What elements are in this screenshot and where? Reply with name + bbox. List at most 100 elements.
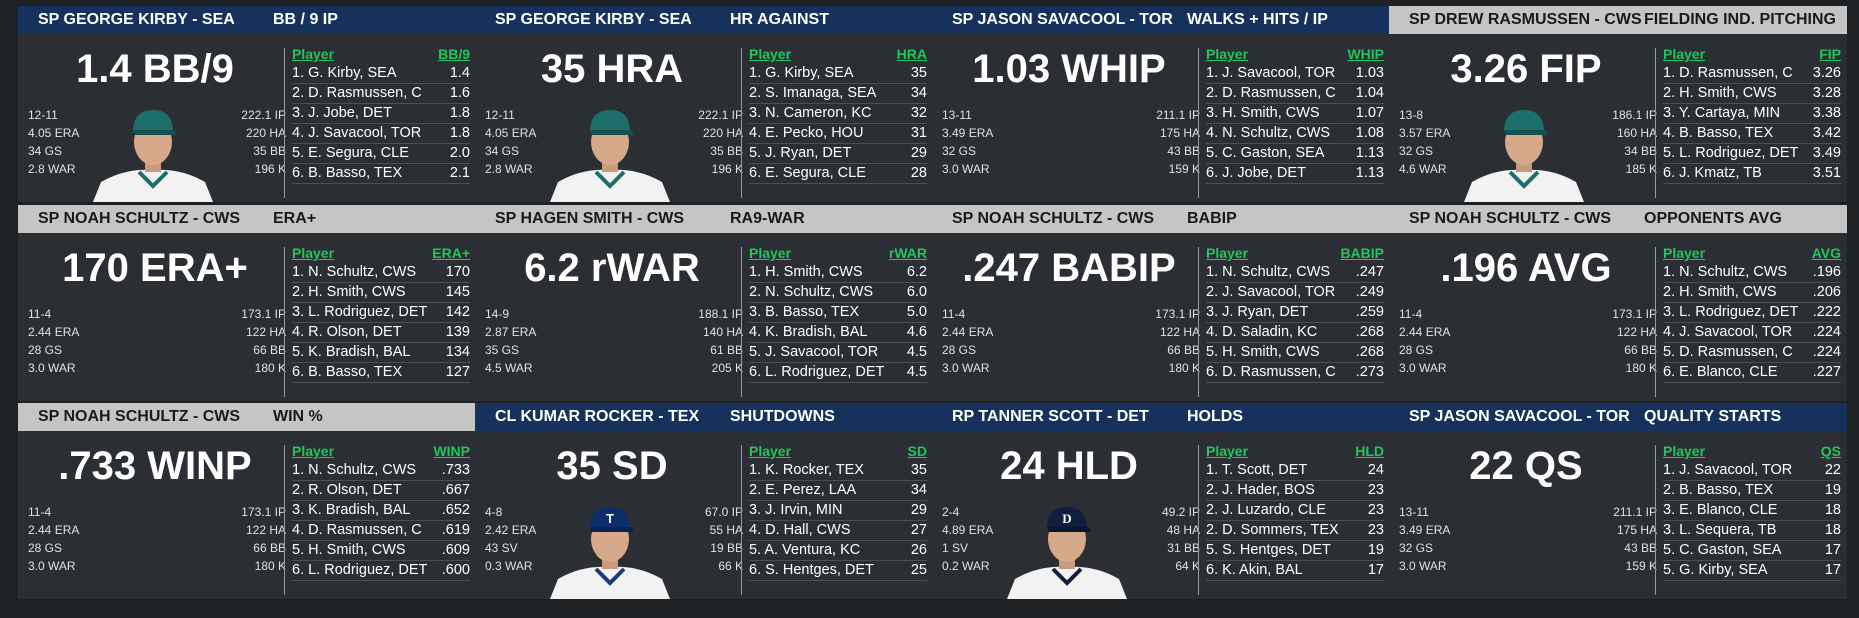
leaderboard-row[interactable]: 4. N. Schultz, CWS 1.08 [1206, 124, 1384, 144]
value-column-header[interactable]: SD [907, 443, 927, 459]
leader-card-bb-9-ip[interactable]: SP GEORGE KIRBY - SEA BB / 9 IP 1.4 BB/9 12… [18, 6, 476, 202]
leader-card-ra9-war[interactable]: SP HAGEN SMITH - CWS RA9-WAR 6.2 rWAR 14-9 1… [475, 205, 933, 401]
leaderboard-row[interactable]: 2. S. Imanaga, SEA 34 [749, 84, 927, 104]
player-column-header[interactable]: Player [749, 46, 792, 62]
leaderboard-row[interactable]: 3. L. Rodriguez, DET 142 [292, 303, 470, 323]
player-name[interactable]: SP DREW RASMUSSEN - CWS [1409, 11, 1642, 28]
leaderboard-row[interactable]: 5. J. Savacool, TOR 4.5 [749, 343, 927, 363]
leaderboard-row[interactable]: 1. G. Kirby, SEA 35 [749, 64, 927, 84]
leaderboard-row[interactable]: 2. J. Savacool, TOR .249 [1206, 283, 1384, 303]
player-column-header[interactable]: Player [749, 443, 792, 459]
leaderboard-row[interactable]: 4. D. Rasmussen, C .619 [292, 521, 470, 541]
player-name[interactable]: SP JASON SAVACOOL - TOR [1409, 408, 1630, 425]
leaderboard-row[interactable]: 5. C. Gaston, SEA 1.13 [1206, 144, 1384, 164]
player-column-header[interactable]: Player [1663, 46, 1706, 62]
leaderboard-row[interactable]: 2. D. Sommers, TEX 23 [1206, 521, 1384, 541]
leaderboard-row[interactable]: 5. L. Rodriguez, DET 3.49 [1663, 144, 1841, 164]
value-column-header[interactable]: ERA+ [432, 245, 470, 261]
leader-card-holds[interactable]: RP TANNER SCOTT - DET HOLDS 24 HLD 2-4 49.2 … [932, 403, 1390, 599]
leaderboard-row[interactable]: 2. J. Luzardo, CLE 23 [1206, 501, 1384, 521]
leaderboard-row[interactable]: 5. A. Ventura, KC 26 [749, 541, 927, 561]
leader-card-babip[interactable]: SP NOAH SCHULTZ - CWS BABIP .247 BABIP 11-4… [932, 205, 1390, 401]
leaderboard-row[interactable]: 2. H. Smith, CWS 3.28 [1663, 84, 1841, 104]
leader-card-opponents-avg[interactable]: SP NOAH SCHULTZ - CWS OPPONENTS AVG .196 A… [1389, 205, 1847, 401]
leaderboard-row[interactable]: 6. E. Blanco, CLE .227 [1663, 363, 1841, 383]
value-column-header[interactable]: WHIP [1347, 46, 1384, 62]
leaderboard-row[interactable]: 2. H. Smith, CWS 145 [292, 283, 470, 303]
leaderboard-row[interactable]: 1. N. Schultz, CWS 170 [292, 263, 470, 283]
leaderboard-row[interactable]: 2. J. Hader, BOS 23 [1206, 481, 1384, 501]
leaderboard-row[interactable]: 3. J. Jobe, DET 1.8 [292, 104, 470, 124]
leaderboard-row[interactable]: 5. K. Bradish, BAL 134 [292, 343, 470, 363]
player-column-header[interactable]: Player [292, 46, 335, 62]
value-column-header[interactable]: WINP [433, 443, 470, 459]
leaderboard-row[interactable]: 2. N. Schultz, CWS 6.0 [749, 283, 927, 303]
leaderboard-row[interactable]: 5. G. Kirby, SEA 17 [1663, 561, 1841, 581]
leaderboard-row[interactable]: 3. H. Smith, CWS 1.07 [1206, 104, 1384, 124]
player-name[interactable]: CL KUMAR ROCKER - TEX [495, 408, 700, 425]
leaderboard-row[interactable]: 6. J. Jobe, DET 1.13 [1206, 164, 1384, 184]
player-column-header[interactable]: Player [749, 245, 792, 261]
leaderboard-row[interactable]: 3. E. Blanco, CLE 18 [1663, 501, 1841, 521]
leaderboard-row[interactable]: 1. T. Scott, DET 24 [1206, 461, 1384, 481]
player-column-header[interactable]: Player [1206, 46, 1249, 62]
leaderboard-row[interactable]: 5. E. Segura, CLE 2.0 [292, 144, 470, 164]
leaderboard-row[interactable]: 1. N. Schultz, CWS .733 [292, 461, 470, 481]
leader-card-fielding-ind-pitching[interactable]: SP DREW RASMUSSEN - CWS FIELDING IND. PIT… [1389, 6, 1847, 202]
leaderboard-row[interactable]: 3. J. Irvin, MIN 29 [749, 501, 927, 521]
leaderboard-row[interactable]: 5. D. Rasmussen, C .224 [1663, 343, 1841, 363]
player-column-header[interactable]: Player [1206, 245, 1249, 261]
leaderboard-row[interactable]: 6. L. Rodriguez, DET .600 [292, 561, 470, 581]
leader-card-quality-starts[interactable]: SP JASON SAVACOOL - TOR QUALITY STARTS 22 … [1389, 403, 1847, 599]
leaderboard-row[interactable]: 3. L. Rodriguez, DET .222 [1663, 303, 1841, 323]
leaderboard-row[interactable]: 4. D. Saladin, KC .268 [1206, 323, 1384, 343]
leaderboard-row[interactable]: 6. E. Segura, CLE 28 [749, 164, 927, 184]
value-column-header[interactable]: QS [1820, 443, 1841, 459]
leaderboard-row[interactable]: 4. J. Savacool, TOR .224 [1663, 323, 1841, 343]
player-column-header[interactable]: Player [1206, 443, 1249, 459]
leaderboard-row[interactable]: 1. N. Schultz, CWS .196 [1663, 263, 1841, 283]
leaderboard-row[interactable]: 6. B. Basso, TEX 2.1 [292, 164, 470, 184]
player-name[interactable]: SP NOAH SCHULTZ - CWS [1409, 210, 1612, 227]
leaderboard-row[interactable]: 4. J. Savacool, TOR 1.8 [292, 124, 470, 144]
leader-card-shutdowns[interactable]: CL KUMAR ROCKER - TEX SHUTDOWNS 35 SD 4-8 67… [475, 403, 933, 599]
value-column-header[interactable]: BABIP [1340, 245, 1384, 261]
player-name[interactable]: SP HAGEN SMITH - CWS [495, 210, 685, 227]
leaderboard-row[interactable]: 1. K. Rocker, TEX 35 [749, 461, 927, 481]
value-column-header[interactable]: FIP [1819, 46, 1841, 62]
leaderboard-row[interactable]: 3. J. Ryan, DET .259 [1206, 303, 1384, 323]
leaderboard-row[interactable]: 1. G. Kirby, SEA 1.4 [292, 64, 470, 84]
leaderboard-row[interactable]: 2. D. Rasmussen, C 1.6 [292, 84, 470, 104]
leaderboard-row[interactable]: 4. R. Olson, DET 139 [292, 323, 470, 343]
player-column-header[interactable]: Player [1663, 245, 1706, 261]
leaderboard-row[interactable]: 1. D. Rasmussen, C 3.26 [1663, 64, 1841, 84]
player-name[interactable]: SP GEORGE KIRBY - SEA [38, 11, 235, 28]
leaderboard-row[interactable]: 3. B. Basso, TEX 5.0 [749, 303, 927, 323]
player-name[interactable]: SP JASON SAVACOOL - TOR [952, 11, 1173, 28]
player-column-header[interactable]: Player [292, 443, 335, 459]
leaderboard-row[interactable]: 6. J. Kmatz, TB 3.51 [1663, 164, 1841, 184]
player-column-header[interactable]: Player [1663, 443, 1706, 459]
leaderboard-row[interactable]: 2. D. Rasmussen, C 1.04 [1206, 84, 1384, 104]
leader-card-hr-against[interactable]: SP GEORGE KIRBY - SEA HR AGAINST 35 HRA 12-… [475, 6, 933, 202]
leaderboard-row[interactable]: 4. B. Basso, TEX 3.42 [1663, 124, 1841, 144]
leaderboard-row[interactable]: 2. H. Smith, CWS .206 [1663, 283, 1841, 303]
value-column-header[interactable]: rWAR [888, 245, 927, 261]
leaderboard-row[interactable]: 5. S. Hentges, DET 19 [1206, 541, 1384, 561]
leader-card-walks-hits-ip[interactable]: SP JASON SAVACOOL - TOR WALKS + HITS / IP… [932, 6, 1390, 202]
leaderboard-row[interactable]: 3. L. Sequera, TB 18 [1663, 521, 1841, 541]
player-name[interactable]: RP TANNER SCOTT - DET [952, 408, 1149, 425]
leaderboard-row[interactable]: 1. J. Savacool, TOR 1.03 [1206, 64, 1384, 84]
player-name[interactable]: SP NOAH SCHULTZ - CWS [38, 210, 241, 227]
player-column-header[interactable]: Player [292, 245, 335, 261]
leaderboard-row[interactable]: 6. S. Hentges, DET 25 [749, 561, 927, 581]
value-column-header[interactable]: BB/9 [438, 46, 470, 62]
leaderboard-row[interactable]: 6. D. Rasmussen, C .273 [1206, 363, 1384, 383]
leaderboard-row[interactable]: 3. K. Bradish, BAL .652 [292, 501, 470, 521]
leaderboard-row[interactable]: 1. N. Schultz, CWS .247 [1206, 263, 1384, 283]
leaderboard-row[interactable]: 3. Y. Cartaya, MIN 3.38 [1663, 104, 1841, 124]
value-column-header[interactable]: HRA [896, 46, 927, 62]
value-column-header[interactable]: HLD [1355, 443, 1384, 459]
leaderboard-row[interactable]: 6. B. Basso, TEX 127 [292, 363, 470, 383]
leaderboard-row[interactable]: 3. N. Cameron, KC 32 [749, 104, 927, 124]
